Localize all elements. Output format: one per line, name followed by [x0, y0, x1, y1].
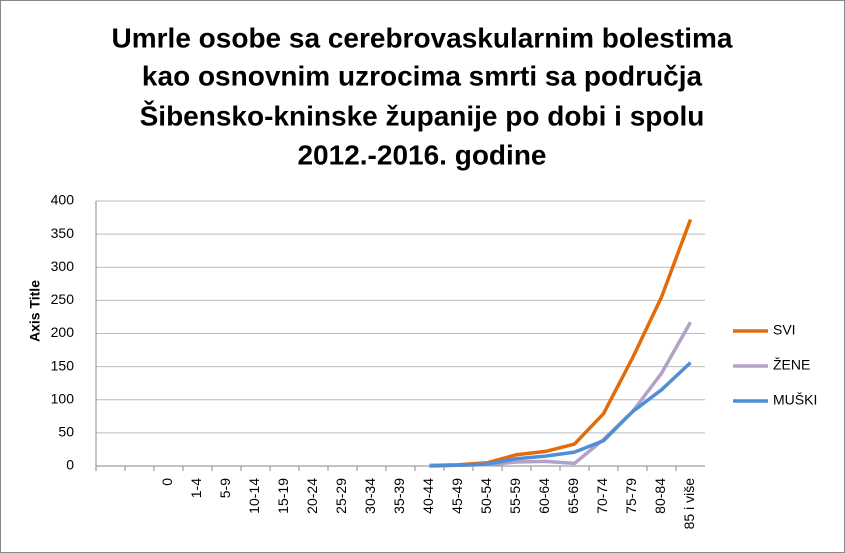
- y-tick-label: 0: [66, 457, 74, 473]
- x-tick-label: 55-59: [507, 478, 523, 514]
- y-tick-label: 150: [51, 357, 75, 373]
- x-tick-label: 10-14: [246, 478, 262, 514]
- y-tick-label: 250: [51, 291, 75, 307]
- x-tick-label: 1-4: [188, 478, 204, 498]
- chart-title: kao osnovnim uzrocima smrti sa područja: [142, 60, 703, 91]
- x-tick-label: 15-19: [275, 478, 291, 514]
- x-tick-label: 30-34: [362, 478, 378, 514]
- x-tick-label: 25-29: [333, 478, 349, 514]
- y-tick-label: 200: [51, 324, 75, 340]
- chart-title: Umrle osobe sa cerebrovaskularnim bolest…: [112, 22, 733, 53]
- y-tick-label: 350: [51, 225, 75, 241]
- chart-title: Šibensko-kninske županije po dobi i spol…: [140, 99, 705, 131]
- x-tick-label: 35-39: [391, 478, 407, 514]
- x-tick-label: 0: [159, 478, 175, 486]
- legend-label: SVI: [773, 322, 796, 338]
- x-tick-label: 75-79: [623, 478, 639, 514]
- y-tick-label: 100: [51, 390, 75, 406]
- legend-label: ŽENE: [773, 357, 810, 373]
- x-tick-label: 50-54: [478, 478, 494, 514]
- x-tick-label: 20-24: [304, 478, 320, 514]
- series-line: [429, 361, 692, 468]
- y-tick-label: 50: [58, 424, 74, 440]
- y-tick-label: 300: [51, 258, 75, 274]
- chart-title: 2012.-2016. godine: [297, 139, 546, 170]
- x-tick-label: 60-64: [536, 478, 552, 514]
- x-tick-label: 40-44: [420, 478, 436, 514]
- x-tick-label: 45-49: [449, 478, 465, 514]
- y-axis-title: Axis Title: [27, 280, 43, 342]
- x-tick-label: 70-74: [594, 478, 610, 514]
- x-tick-label: 80-84: [652, 478, 668, 514]
- legend-label: MUŠKI: [773, 392, 817, 408]
- y-tick-label: 400: [51, 192, 75, 208]
- x-tick-label: 65-69: [565, 478, 581, 514]
- x-tick-label: 5-9: [217, 478, 233, 498]
- x-tick-label: 85 i više: [681, 478, 697, 530]
